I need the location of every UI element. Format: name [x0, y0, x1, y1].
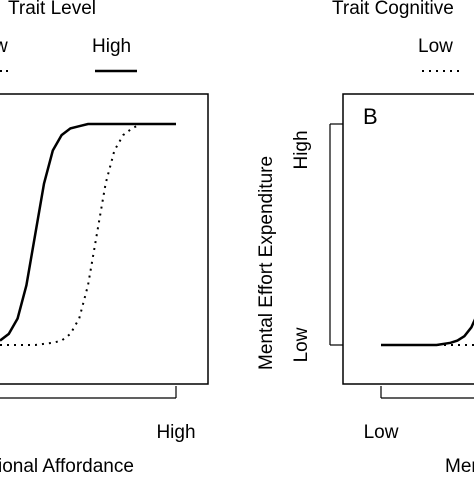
legend-label-low-a: w: [0, 36, 8, 57]
series-line-second-b: [381, 318, 474, 347]
legend-title-b: Trait Cognitive: [332, 0, 454, 19]
panel-a: Trait Level w High High ional Affordance: [0, 0, 209, 477]
x-axis-label-a: ional Affordance: [0, 456, 134, 474]
y-tick-label-low-b: Low: [291, 327, 312, 362]
panel-b: Trait Cognitive Low Mental Effort Expend…: [256, 0, 474, 477]
legend-label-low-b: Low: [418, 36, 453, 57]
x-axis-label-b: Menta: [445, 456, 474, 474]
y-axis-label-b: Mental Effort Expenditure: [256, 156, 277, 370]
plot-box-a: [0, 93, 209, 385]
plot-box-b: [342, 93, 474, 385]
x-tick-label-low-b: Low: [364, 422, 399, 443]
legend-label-high-a: High: [92, 36, 131, 57]
series-line-low-a: [0, 123, 176, 346]
x-tick-label-high-a: High: [156, 422, 195, 443]
legend-title-a: Trait Level: [8, 0, 96, 19]
series-line-high-a: [0, 122, 176, 342]
panel-label-b: B: [363, 104, 378, 129]
y-tick-label-high-b: High: [291, 130, 312, 169]
